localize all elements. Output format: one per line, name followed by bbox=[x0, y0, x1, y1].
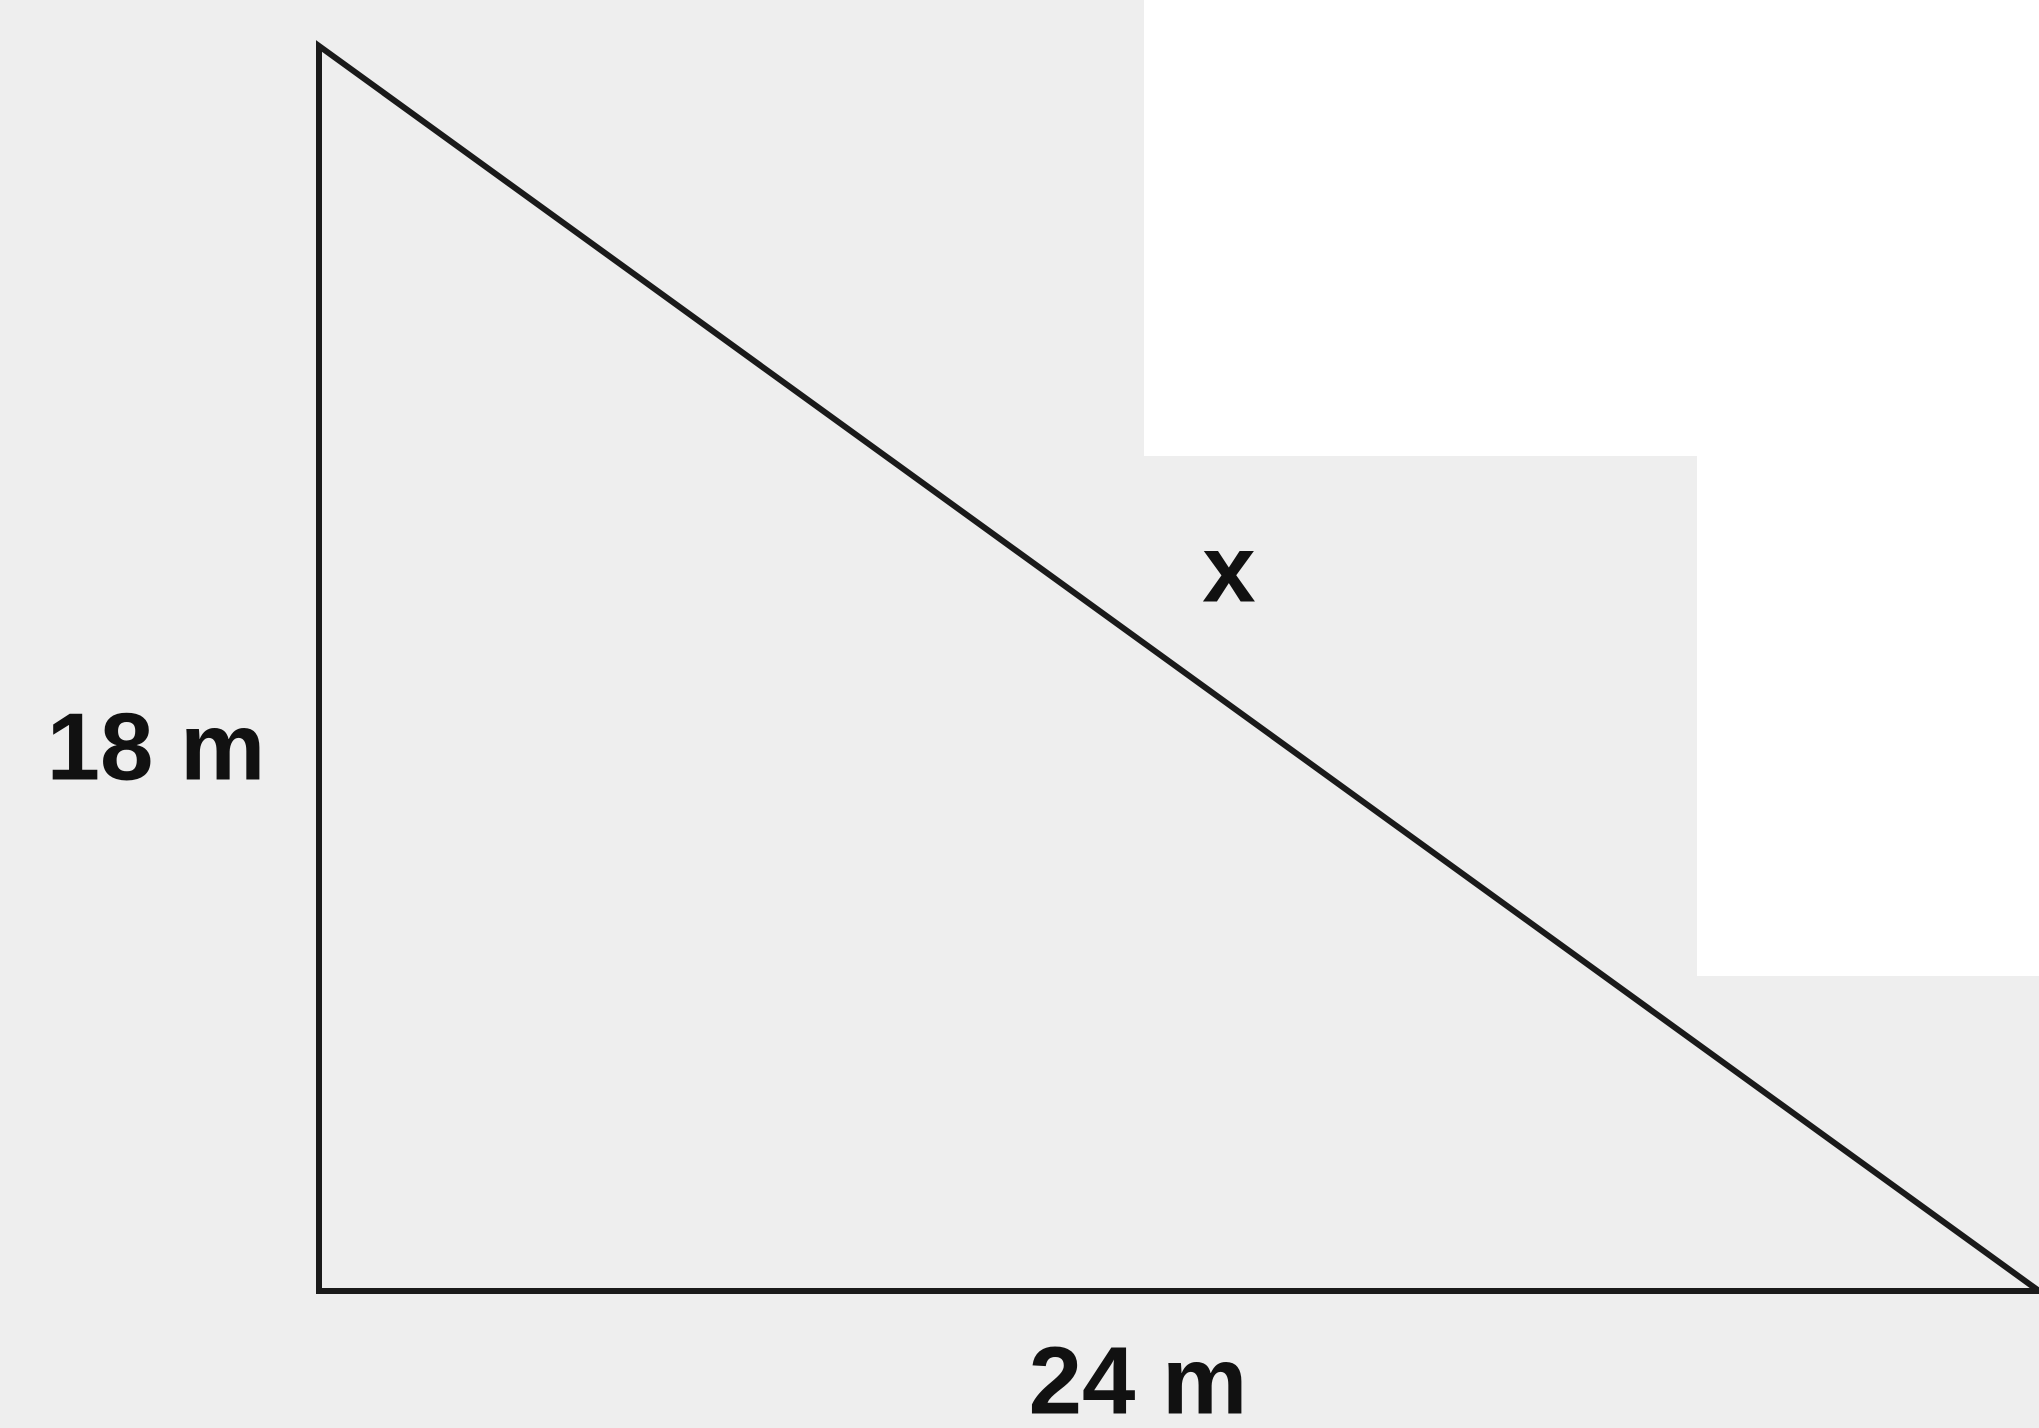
hypotenuse-label: x bbox=[1202, 515, 1255, 622]
right-triangle bbox=[316, 40, 2039, 1294]
left-side-label: 18 m bbox=[47, 693, 266, 800]
bottom-side-label: 24 m bbox=[1029, 1327, 1248, 1428]
paper-white-area bbox=[1697, 456, 2039, 976]
paper-white-area bbox=[1144, 0, 2039, 456]
